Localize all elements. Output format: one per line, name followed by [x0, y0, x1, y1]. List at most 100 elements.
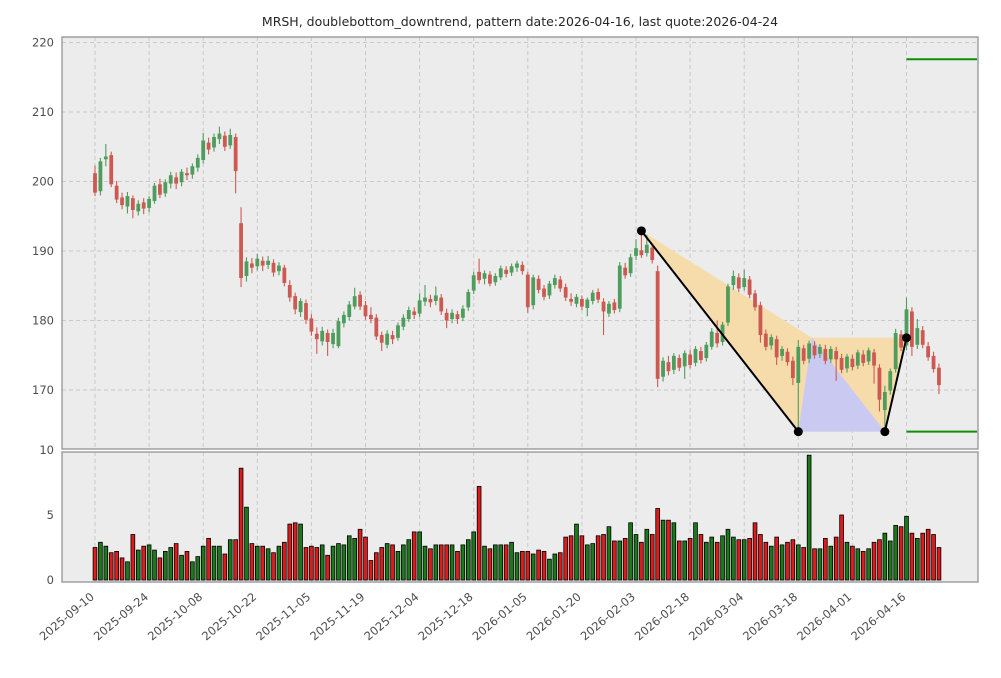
volume-bar: [379, 547, 385, 581]
candle-body: [623, 267, 628, 276]
candle-body: [217, 133, 222, 140]
volume-bar: [433, 544, 439, 581]
volume-bar: [823, 538, 828, 581]
volume-bar: [357, 528, 363, 581]
volume-tick-label: 5: [47, 508, 54, 522]
volume-bar: [725, 528, 731, 581]
volume-bar: [487, 548, 493, 581]
date-tick-label: 2025-12-18: [415, 590, 475, 644]
candle-body: [374, 317, 379, 337]
volume-bar: [200, 545, 206, 581]
candle-body: [915, 328, 920, 345]
volume-bar: [893, 525, 898, 581]
volume-bar: [390, 544, 395, 581]
volume-tick-label: 10: [39, 443, 54, 457]
pattern-triangle: [798, 337, 885, 432]
candle-body: [671, 355, 676, 370]
candle-body: [520, 264, 525, 272]
volume-bar: [833, 536, 839, 581]
volume-bar: [168, 547, 174, 581]
volume-bar: [812, 548, 817, 581]
candle-body: [141, 202, 146, 209]
volume-bar: [114, 551, 119, 581]
candle-body: [455, 314, 460, 320]
volume-tick-label: 0: [47, 573, 54, 587]
candle-body: [763, 333, 768, 347]
candle-body: [401, 317, 406, 327]
gridlines: [62, 37, 978, 582]
volume-bar: [920, 532, 926, 581]
candle-body: [839, 357, 844, 370]
candle-body: [931, 355, 936, 370]
candle-body: [158, 184, 162, 195]
volume-bar: [612, 540, 617, 581]
volume-bar: [850, 545, 855, 581]
candle-body: [699, 351, 703, 361]
candle-body: [277, 265, 281, 272]
volume-bar: [595, 535, 601, 581]
volume-bar: [887, 540, 893, 581]
date-tick-label: 2025-09-24: [91, 590, 151, 644]
volume-bar: [146, 544, 152, 581]
volume-bar: [714, 541, 720, 581]
candle-body: [174, 177, 179, 184]
volume-bar: [649, 534, 655, 581]
candle-body: [266, 260, 271, 265]
volume-bar: [157, 557, 163, 581]
candle-body: [666, 362, 671, 372]
volume-bar: [633, 534, 639, 581]
candle-body: [271, 262, 276, 273]
volume-bar: [882, 532, 888, 581]
volume-bar: [406, 539, 412, 581]
volume-bar: [444, 544, 449, 581]
volume-bar: [195, 556, 201, 581]
volume-bar: [135, 549, 141, 581]
candle-body: [125, 196, 130, 207]
candle-body: [796, 346, 801, 383]
volume-bar: [931, 534, 936, 581]
volume-bar: [179, 554, 184, 581]
candle-body: [396, 325, 400, 338]
candle-body: [244, 261, 249, 277]
candle-body: [325, 332, 330, 343]
price-panel-border: [61, 36, 979, 450]
candle-body: [655, 271, 660, 379]
volume-bar: [676, 540, 682, 581]
candle-body: [888, 371, 893, 391]
candle-body: [661, 360, 665, 377]
candle-body: [423, 297, 427, 302]
price-tick-label: 170: [32, 383, 54, 397]
volume-bar: [292, 522, 298, 581]
candle-body: [861, 354, 866, 363]
pattern-fills: [641, 230, 907, 432]
candle-body: [596, 291, 601, 300]
candle-body: [255, 258, 260, 267]
volume-bar: [130, 534, 136, 581]
volume-bar: [493, 544, 498, 581]
volume-bar: [936, 547, 942, 581]
volume-bar: [260, 545, 266, 581]
volume-bar: [817, 548, 823, 581]
date-tick-label: 2026-02-03: [578, 590, 638, 644]
volume-bar: [482, 545, 487, 581]
pattern-line: [883, 337, 908, 432]
candle-body: [780, 348, 784, 356]
volume-bar: [460, 544, 466, 581]
volume-bar: [682, 540, 687, 581]
volume-bar: [309, 545, 314, 581]
volume-bar: [227, 539, 233, 581]
volume-bar: [384, 543, 390, 581]
candle-body: [336, 321, 341, 347]
candle-body: [482, 273, 487, 279]
candle-body: [547, 283, 552, 296]
candle-body: [309, 318, 314, 332]
volume-bar: [249, 543, 255, 581]
candle-body: [168, 175, 173, 184]
volume-bar: [860, 551, 866, 581]
volume-bar: [855, 548, 861, 581]
candle-body: [774, 339, 779, 358]
candle-body: [558, 279, 563, 289]
volume-bar: [125, 561, 130, 581]
volume-bar: [871, 541, 877, 581]
volume-bar: [271, 552, 276, 581]
